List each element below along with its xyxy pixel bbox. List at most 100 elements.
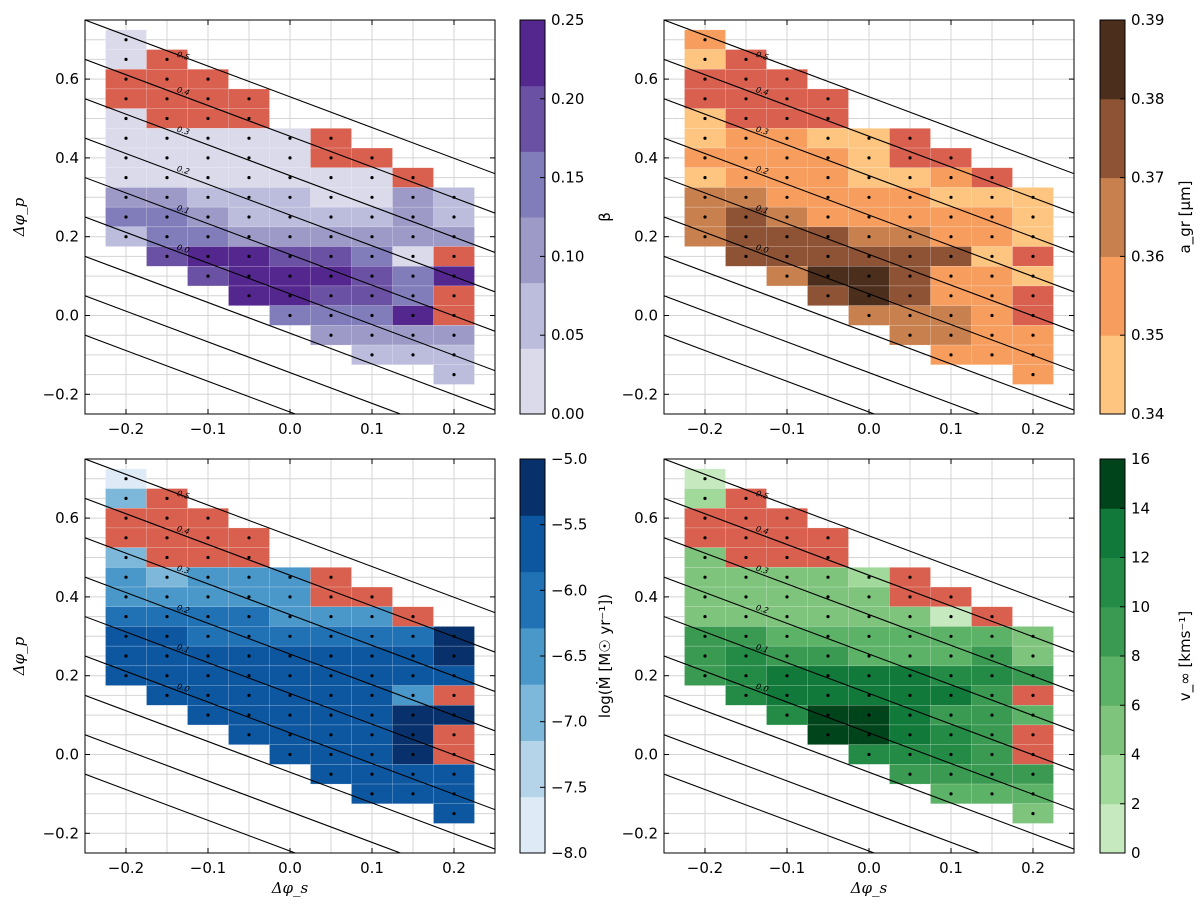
data-point: [247, 195, 251, 199]
data-point: [867, 575, 871, 579]
data-point: [826, 674, 830, 678]
colorbar-segment: [520, 515, 545, 573]
colorbar-segment: [520, 796, 545, 854]
contour-label: 0.1: [755, 203, 770, 215]
data-point: [411, 254, 415, 258]
data-point: [124, 496, 128, 500]
data-point: [785, 235, 789, 239]
data-point: [206, 634, 210, 638]
data-point: [329, 634, 333, 638]
data-point: [744, 555, 748, 560]
data-point: [247, 235, 251, 239]
y-tick-label: −0.2: [622, 824, 658, 842]
data-point: [329, 333, 333, 337]
x-axis-label: Δφ_s: [271, 879, 309, 897]
data-point: [329, 595, 333, 599]
contour-label: 0.2: [176, 603, 191, 615]
data-point: [990, 235, 994, 239]
y-tick-label: 0.0: [634, 746, 658, 764]
data-point: [165, 516, 169, 520]
data-point: [206, 555, 210, 560]
y-tick-label: 0.0: [55, 746, 79, 764]
contour-label: 0.4: [755, 85, 770, 97]
contour-line: [85, 734, 402, 853]
data-point: [867, 136, 871, 140]
data-point: [247, 254, 251, 258]
data-point: [206, 77, 210, 81]
data-point: [949, 294, 953, 298]
data-point: [744, 674, 748, 678]
contour-line: [85, 459, 495, 614]
colorbar-tick-label: −8.0: [551, 844, 587, 862]
data-point: [744, 156, 748, 160]
contour-line: [85, 576, 495, 732]
contour-label: 0.1: [176, 203, 191, 215]
data-point: [165, 176, 169, 180]
data-point: [124, 615, 128, 619]
ticks: −0.2 −0.1 0.0 0.1 0.2 −0.2 0.0 0.2 0.4 0.6: [43, 20, 495, 438]
y-tick-label: 0.4: [634, 588, 658, 606]
colorbar-tick-label: 0.25: [551, 11, 584, 29]
colorbar-tick-label: 0.00: [551, 405, 584, 423]
data-point: [744, 634, 748, 638]
contour-line: [85, 137, 495, 293]
colorbar-tick-label: 0.15: [551, 169, 584, 187]
data-point: [370, 654, 374, 658]
contour-line: [85, 497, 495, 653]
x-tick-label: 0.0: [857, 420, 881, 438]
colorbar-tick-label: 2: [1131, 795, 1141, 813]
data-point: [949, 254, 953, 258]
data-point: [288, 274, 292, 278]
data-point: [247, 674, 251, 678]
colorbar-segment: [1100, 508, 1125, 558]
data-point: [826, 274, 830, 278]
data-point: [703, 654, 707, 658]
x-tick-label: −0.1: [769, 859, 805, 877]
data-point: [785, 195, 789, 199]
x-tick-label: 0.1: [939, 420, 963, 438]
data-point: [288, 595, 292, 599]
colorbar-tick-label: 0: [1131, 844, 1141, 862]
data-point: [949, 313, 953, 318]
data-point: [990, 654, 994, 658]
data-point: [165, 195, 169, 199]
colorbar-tick-label: −5.0: [551, 450, 587, 468]
data-point: [452, 333, 456, 337]
colorbar-segment: [1100, 656, 1125, 706]
data-point: [949, 615, 953, 619]
panel-bottom-right: 0.5 0.4 0.3 0.2 0.1 0.0 −0.2 −0.1 0.0 0.1 0.2 −0.2 0…: [622, 450, 1195, 897]
data-point: [703, 674, 707, 678]
data-point: [990, 674, 994, 678]
x-tick-label: 0.0: [278, 420, 302, 438]
data-point: [165, 496, 169, 500]
contour-line: [85, 255, 495, 411]
data-point: [124, 195, 128, 199]
data-point: [411, 713, 415, 717]
data-point: [785, 156, 789, 160]
contour-label: 0.5: [755, 50, 770, 62]
x-tick-label: 0.1: [360, 859, 384, 877]
data-point: [247, 156, 251, 160]
data-point: [165, 615, 169, 619]
data-point: [452, 772, 456, 776]
data-point: [744, 235, 748, 239]
data-point: [288, 136, 292, 140]
data-point: [329, 254, 333, 258]
data-point: [703, 116, 707, 121]
data-point: [124, 536, 128, 540]
data-point: [329, 674, 333, 678]
contour-label: 0.3: [755, 564, 770, 576]
data-point: [247, 136, 251, 140]
data-point: [703, 555, 707, 560]
data-point: [288, 176, 292, 180]
data-point: [288, 674, 292, 678]
data-point: [1031, 373, 1035, 377]
x-tick-label: −0.2: [108, 859, 144, 877]
data-point: [908, 215, 912, 219]
data-point: [990, 615, 994, 619]
data-point: [411, 693, 415, 698]
colorbar: 0 2 4 6 8 10 12 14 16 v_∞ [kms⁻¹]: [1099, 450, 1195, 862]
data-point: [867, 294, 871, 298]
data-point: [1031, 772, 1035, 776]
